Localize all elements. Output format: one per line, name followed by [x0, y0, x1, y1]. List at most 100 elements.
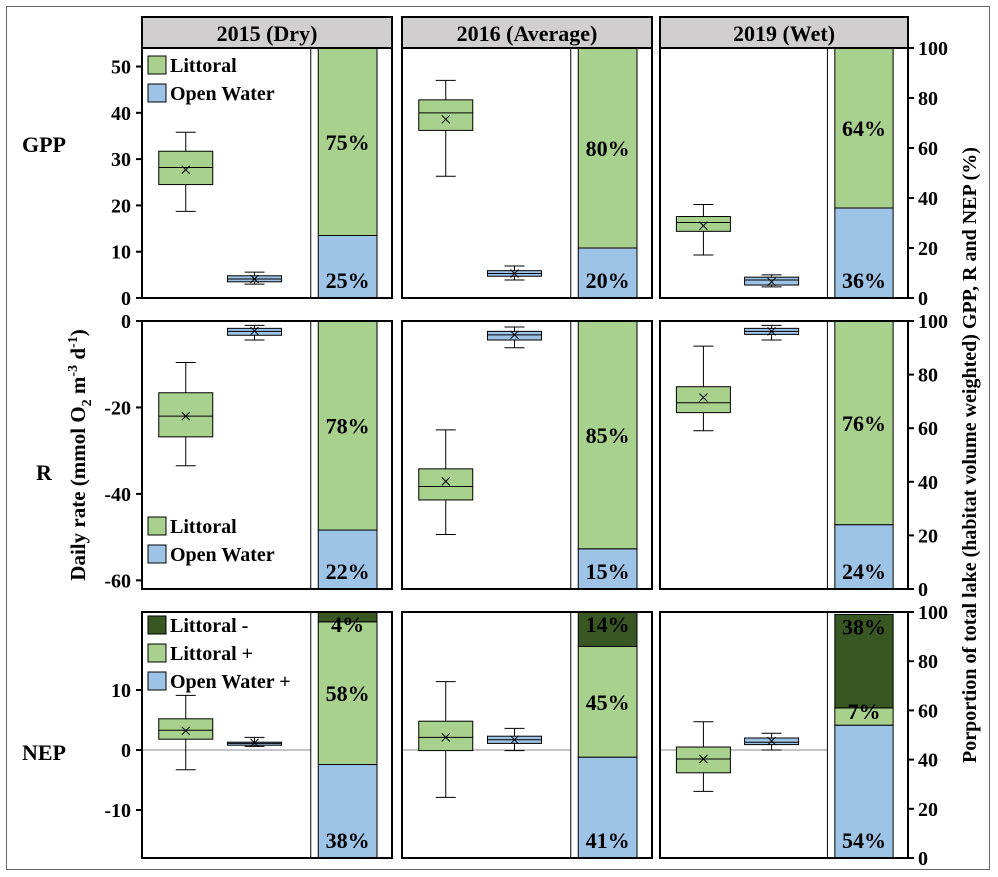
stack-label: 14% — [586, 612, 630, 637]
box-open-water — [487, 326, 542, 349]
box-iqr — [418, 99, 474, 131]
mean-marker — [767, 736, 776, 746]
proportion-tick-label: 0 — [918, 579, 928, 601]
legend-swatch — [147, 671, 167, 691]
proportion-tick-label: 20 — [918, 525, 938, 547]
box-open-water — [487, 727, 542, 752]
box-littoral — [158, 131, 214, 212]
y-axis-title-part: m — [66, 376, 90, 399]
panel-NEP-2015: 38% 58% 4% — [141, 611, 393, 859]
panel-frame — [141, 320, 393, 590]
box-iqr — [418, 468, 474, 501]
panel-R-2019: 24% 76% — [659, 320, 909, 590]
column-header-label: 2019 (Wet) — [733, 21, 835, 46]
mean-marker — [181, 411, 191, 421]
stack-label: 7% — [847, 699, 880, 724]
legend-label: Open Water — [170, 83, 275, 105]
box-littoral — [158, 694, 214, 771]
y-tick-label: 20 — [111, 195, 131, 217]
stack-label: 75% — [326, 130, 370, 155]
box-open-water — [227, 271, 282, 285]
panel-frame — [659, 611, 909, 859]
panel-frame — [401, 320, 653, 590]
stack-segment — [577, 47, 638, 249]
y-axis-title-part: 2 — [80, 399, 95, 406]
proportion-tick-label: 60 — [918, 700, 938, 722]
box-open-water — [744, 324, 800, 341]
mean-marker — [250, 326, 259, 336]
stack-segment — [317, 47, 378, 236]
y-tick-label: -10 — [104, 800, 131, 822]
mean-marker — [181, 165, 191, 175]
mean-marker — [699, 221, 708, 231]
stack-segment — [577, 756, 638, 859]
y-tick-label: 0 — [121, 288, 131, 310]
y-tick-label: 0 — [121, 740, 131, 762]
y-tick-label: 10 — [111, 680, 131, 702]
panel-frame — [141, 47, 393, 299]
panel-frame — [141, 611, 393, 859]
box-iqr — [487, 330, 542, 341]
y-axis-title-part: d — [66, 348, 90, 365]
panel-GPP-2016: 20% 80% — [401, 47, 653, 299]
proportion-tick-label: 60 — [918, 418, 938, 440]
stack-label: 38% — [326, 828, 370, 853]
mean-marker — [767, 277, 776, 287]
right-axis-title: Porportion of total lake (habitat volume… — [959, 147, 981, 763]
box-iqr — [675, 216, 731, 232]
legend-R: Littoral Open Water — [147, 516, 275, 566]
box-iqr — [158, 392, 214, 438]
figure-frame — [6, 6, 990, 870]
stack-segment — [317, 764, 378, 859]
box-open-water — [744, 732, 800, 751]
box-iqr — [675, 386, 731, 414]
mean-marker — [767, 327, 776, 336]
panel-frame — [659, 47, 909, 299]
stack-segment — [577, 645, 638, 758]
box-littoral — [675, 721, 731, 792]
panel-R-2015: 22% 78% — [141, 320, 393, 590]
proportion-tick-label: 100 — [918, 602, 948, 624]
stack-label: 41% — [586, 828, 630, 853]
stack-segment — [577, 247, 638, 299]
stack-label: 76% — [842, 411, 886, 436]
y-axis-title: Daily rate (mmol O2 m-3 d-1) — [66, 329, 95, 580]
panel-R-2016: 15% 85% — [401, 320, 653, 590]
proportion-tick-label: 100 — [918, 38, 948, 60]
stack-segment — [834, 47, 894, 209]
box-littoral — [418, 429, 474, 536]
proportion-tick-label: 40 — [918, 750, 938, 772]
legend-swatch — [147, 643, 167, 663]
stack-label: 80% — [586, 136, 630, 161]
proportion-tick-label: 80 — [918, 365, 938, 387]
panel-frame — [401, 611, 653, 859]
stack-label: 45% — [586, 690, 630, 715]
legend-swatch — [147, 615, 167, 635]
box-open-water — [227, 736, 282, 748]
stack-label: 15% — [586, 559, 630, 584]
box-iqr — [675, 746, 731, 774]
column-header-2019 — [659, 16, 909, 49]
legend-label: Littoral + — [170, 643, 253, 665]
box-littoral — [158, 361, 214, 467]
stack-segment — [577, 320, 638, 550]
proportion-tick-label: 80 — [918, 88, 938, 110]
mean-marker — [699, 754, 708, 764]
legend-GPP: Littoral Open Water — [147, 55, 275, 105]
mean-marker — [699, 393, 708, 402]
stack-segment — [834, 320, 894, 526]
legend-swatch — [147, 544, 167, 564]
box-littoral — [418, 681, 474, 798]
proportion-tick-label: 80 — [918, 651, 938, 673]
stack-segment — [317, 621, 378, 766]
mean-marker — [510, 269, 519, 278]
legend-swatch — [147, 516, 167, 536]
mean-marker — [250, 274, 259, 284]
mean-marker — [441, 477, 451, 486]
proportion-tick-label: 100 — [918, 311, 948, 333]
stack-segment — [834, 724, 894, 859]
panel-GPP-2015: 25% 75% — [141, 47, 393, 299]
mean-marker — [441, 733, 451, 742]
proportion-tick-label: 20 — [918, 238, 938, 260]
stack-label: 78% — [326, 414, 370, 439]
